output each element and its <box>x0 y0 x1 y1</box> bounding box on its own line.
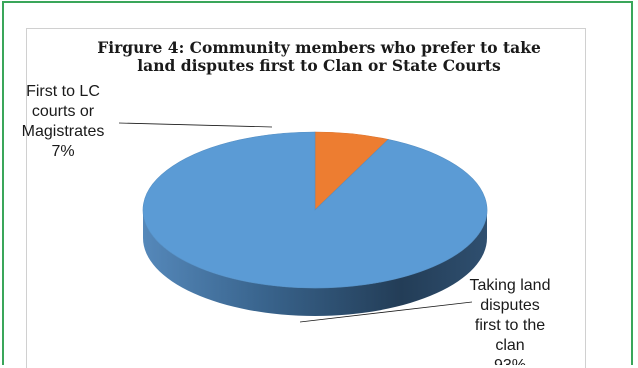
slice-label-1-line-4: 7% <box>51 143 74 160</box>
pie-side-wall <box>143 210 487 316</box>
slice-label-2-line-4: clan <box>495 337 524 354</box>
slice-label-1-line-1: First to LC <box>26 83 100 100</box>
slice-label-2-line-2: disputes <box>480 297 540 314</box>
chart-title: Firgure 4: Community members who prefer … <box>0 39 638 75</box>
slice-label-2: Taking land disputes first to the clan 93% <box>470 277 551 365</box>
slice-label-2-line-3: first to the <box>475 317 545 334</box>
leader-line-1 <box>118 122 273 128</box>
slice-label-2-line-5: 93% <box>494 357 526 365</box>
slice-label-1-line-2: courts or <box>32 103 95 120</box>
leader-lines <box>118 122 473 323</box>
slice-labels: First to LC courts or Magistrates 7% Taking … <box>22 83 551 365</box>
slice-label-2-line-1: Taking land <box>470 277 551 294</box>
chart-title-line-1: Firgure 4: Community members who prefer … <box>97 38 541 57</box>
chart-title-line-2: land disputes first to Clan or State Cou… <box>137 56 501 75</box>
slice-label-1-line-3: Magistrates <box>22 123 105 140</box>
slice-label-1: First to LC courts or Magistrates 7% <box>22 83 105 160</box>
leader-line-2 <box>299 301 473 323</box>
pie-slice-2 <box>142 131 488 289</box>
pie-layer <box>142 131 488 316</box>
